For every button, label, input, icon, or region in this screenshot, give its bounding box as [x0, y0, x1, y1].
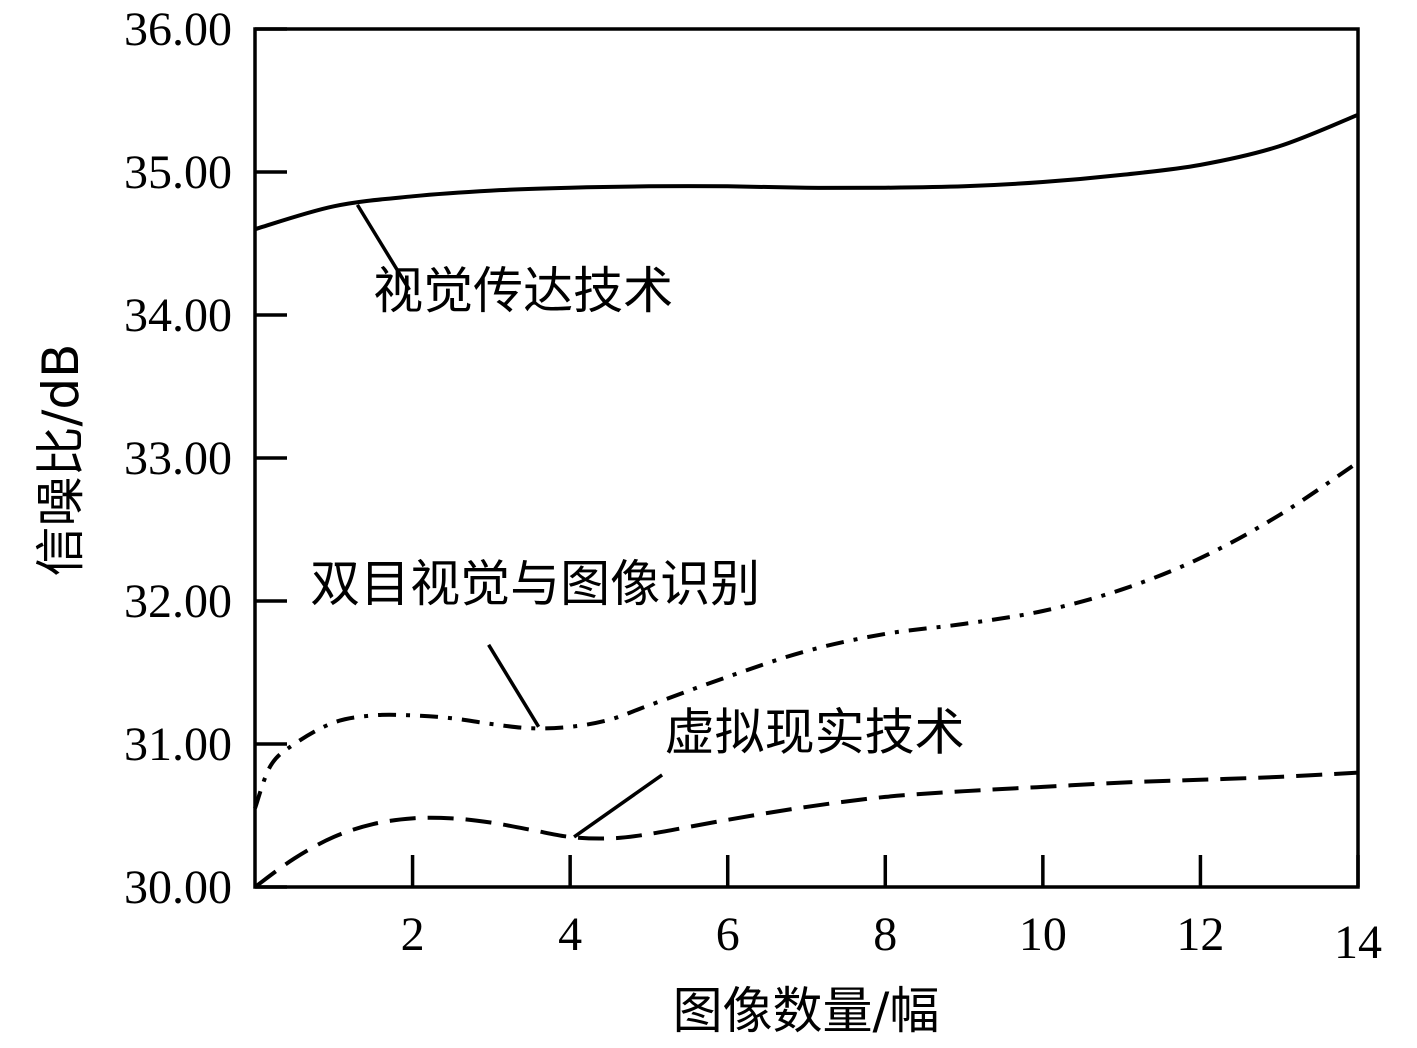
x-axis-label: 图像数量/幅: [673, 982, 940, 1040]
y-tick-label: 35.00: [124, 146, 232, 199]
series-annotation-label: 虚拟现实技术: [665, 704, 965, 762]
annotation-leader: [487, 643, 541, 728]
series-line-0: [254, 112, 1359, 232]
y-tick-label: 30.00: [124, 861, 232, 914]
x-tick-label: 6: [716, 908, 740, 961]
x-tick-label: 8: [873, 908, 897, 961]
x-tick-label: 2: [401, 908, 425, 961]
series-annotation-label: 双目视觉与图像识别: [310, 555, 760, 613]
axis-ticks: [255, 27, 1360, 889]
series-annotation-label: 视觉传达技术: [373, 262, 673, 320]
annotation-leader: [355, 203, 411, 291]
y-tick-label: 34.00: [124, 289, 232, 342]
series-line-1: [253, 460, 1360, 810]
x-tick-label: 10: [1019, 908, 1067, 961]
y-axis-label: 信噪比/dB: [32, 344, 90, 577]
series-lines: [253, 112, 1360, 889]
series-line-2: [253, 770, 1359, 889]
y-tick-label: 31.00: [124, 718, 232, 771]
x-tick-label: 4: [558, 908, 582, 961]
annotation-leader: [573, 773, 664, 839]
x-tick-label: 12: [1176, 908, 1224, 961]
x-tick-label: 14: [1334, 916, 1382, 969]
tick-labels: 2 4 6 8 10 12 14 30.00 31.00 32.00 33.00 34.00 35.00…: [124, 3, 1382, 969]
y-tick-label: 32.00: [124, 575, 232, 628]
y-tick-label: 36.00: [124, 3, 232, 56]
y-tick-label: 33.00: [124, 432, 232, 485]
